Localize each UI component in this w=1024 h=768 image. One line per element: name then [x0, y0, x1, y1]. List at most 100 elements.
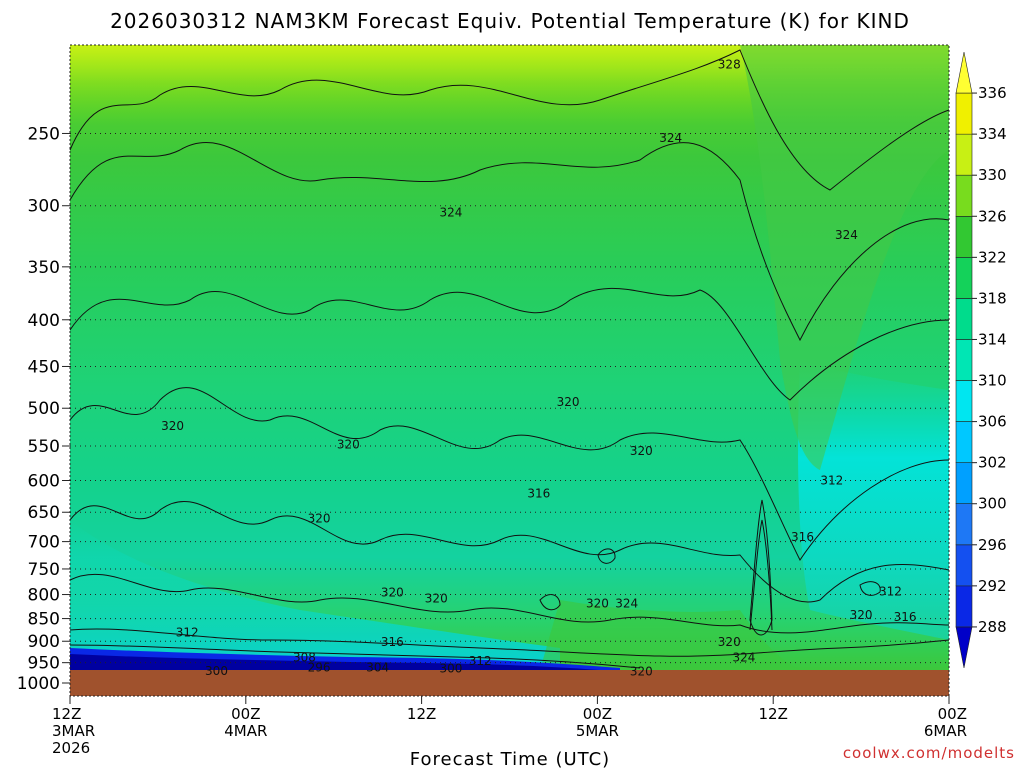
y-tick-label: 300 — [28, 197, 60, 217]
x-tick-label: 00Z — [231, 705, 260, 723]
contour-label: 320 — [630, 665, 653, 679]
y-tick-label: 250 — [28, 124, 60, 144]
contour-line — [69, 628, 950, 657]
contour-label: 320 — [586, 596, 609, 610]
contour-label: 320 — [425, 591, 448, 605]
colorbar-swatch — [955, 462, 973, 505]
y-tick-label: 1000 — [17, 674, 60, 694]
contour-label: 320 — [557, 395, 580, 409]
contour-cell — [539, 594, 561, 611]
contour-label: 308 — [293, 651, 316, 665]
colorbar-swatch — [955, 626, 973, 669]
contour-label: 328 — [718, 57, 741, 71]
x-tick-label: 12Z — [759, 705, 788, 723]
plot-field — [70, 45, 949, 670]
y-axis: 2503003504004505005506006507007508008509… — [17, 124, 70, 694]
contour-label: 312 — [469, 654, 492, 668]
colorbar-label: 330 — [978, 166, 1007, 184]
credit-text: coolwx.com/modelts — [843, 744, 1015, 762]
colorbar-label: 292 — [978, 577, 1007, 595]
contour-line — [69, 287, 950, 401]
colorbar-swatch — [955, 51, 973, 94]
x-tick-label: 12Z — [52, 705, 81, 723]
contour-label: 296 — [308, 661, 331, 675]
contour-cell — [859, 581, 881, 596]
x-tick-label: 12Z — [407, 705, 436, 723]
colorbar-label: 310 — [978, 372, 1007, 390]
y-tick-label: 900 — [28, 632, 60, 652]
colorbar-label: 296 — [978, 536, 1007, 554]
y-tick-label: 350 — [28, 258, 60, 278]
colorbar-swatch — [955, 298, 973, 340]
y-tick-label: 400 — [28, 311, 60, 331]
colorbar-swatch — [955, 257, 973, 299]
contour-label: 316 — [527, 487, 550, 501]
colorbar-label: 306 — [978, 413, 1007, 431]
contour-label: 312 — [879, 585, 902, 599]
warm-low-band — [540, 600, 800, 670]
colorbar-label: 322 — [978, 248, 1007, 266]
contour-line — [69, 49, 950, 191]
colorbar-label: 318 — [978, 289, 1007, 307]
cold-moist-region — [798, 360, 949, 640]
x-axis-label: Forecast Time (UTC) — [410, 749, 610, 768]
plot-frame — [69, 44, 950, 697]
contour-label: 324 — [615, 596, 638, 610]
contour-cell — [749, 499, 773, 636]
contour-label: 324 — [835, 228, 858, 242]
x-tick-label: 00Z — [583, 705, 612, 723]
x-tick-label: 6MAR — [924, 722, 967, 740]
contour-label: 312 — [820, 474, 843, 488]
contour-label: 300 — [205, 664, 228, 678]
y-tick-label: 500 — [28, 399, 60, 419]
colorbar-swatch — [955, 544, 973, 587]
contour-cell — [597, 548, 616, 564]
contour-line — [69, 387, 950, 561]
colorbar-swatch — [955, 503, 973, 546]
contour-line — [69, 142, 950, 342]
colorbar-label: 336 — [978, 84, 1007, 102]
colorbar-label: 288 — [978, 618, 1007, 636]
y-tick-label: 800 — [28, 586, 60, 606]
contour-label: 324 — [732, 651, 755, 665]
contour-label: 320 — [630, 444, 653, 458]
x-tick-label: 5MAR — [576, 722, 619, 740]
contour-label: 300 — [439, 661, 462, 675]
low-level-cyan-band — [70, 520, 560, 670]
contour-label: 316 — [894, 610, 917, 624]
y-tick-label: 650 — [28, 503, 60, 523]
contour-line — [69, 644, 641, 669]
contour-label: 304 — [366, 661, 389, 675]
y-tick-label: 950 — [28, 654, 60, 674]
contour-label: 316 — [381, 635, 404, 649]
contour-label: 320 — [337, 438, 360, 452]
colorbar-swatch — [955, 92, 973, 135]
colorbar-swatch — [955, 133, 973, 176]
colorbar-swatch — [955, 380, 973, 422]
y-tick-label: 750 — [28, 560, 60, 580]
contour-label: 320 — [718, 635, 741, 649]
x-tick-label: 4MAR — [224, 722, 267, 740]
contour-label: 316 — [791, 530, 814, 544]
contour-label: 320 — [161, 419, 184, 433]
colorbar-label: 300 — [978, 495, 1007, 513]
y-tick-label: 550 — [28, 437, 60, 457]
contour-label: 324 — [659, 131, 682, 145]
colorbar-swatch — [955, 421, 973, 463]
contour-label: 320 — [308, 511, 331, 525]
contour-line — [69, 573, 950, 634]
contour-label: 312 — [176, 625, 199, 639]
colorbar-swatch — [955, 174, 973, 217]
contour-label: 324 — [439, 205, 462, 219]
ground-surface — [70, 670, 949, 696]
colorbar-label: 314 — [978, 330, 1007, 348]
surface-cold-core — [70, 654, 600, 670]
x-tick-label: 3MAR — [52, 722, 95, 740]
contour-label: 320 — [381, 586, 404, 600]
warm-tongue — [740, 45, 949, 470]
contour-cell — [749, 519, 773, 631]
colorbar-label: 302 — [978, 454, 1007, 472]
chart-title: 2026030312 NAM3KM Forecast Equiv. Potent… — [110, 9, 910, 33]
x-tick-label: 00Z — [938, 705, 967, 723]
